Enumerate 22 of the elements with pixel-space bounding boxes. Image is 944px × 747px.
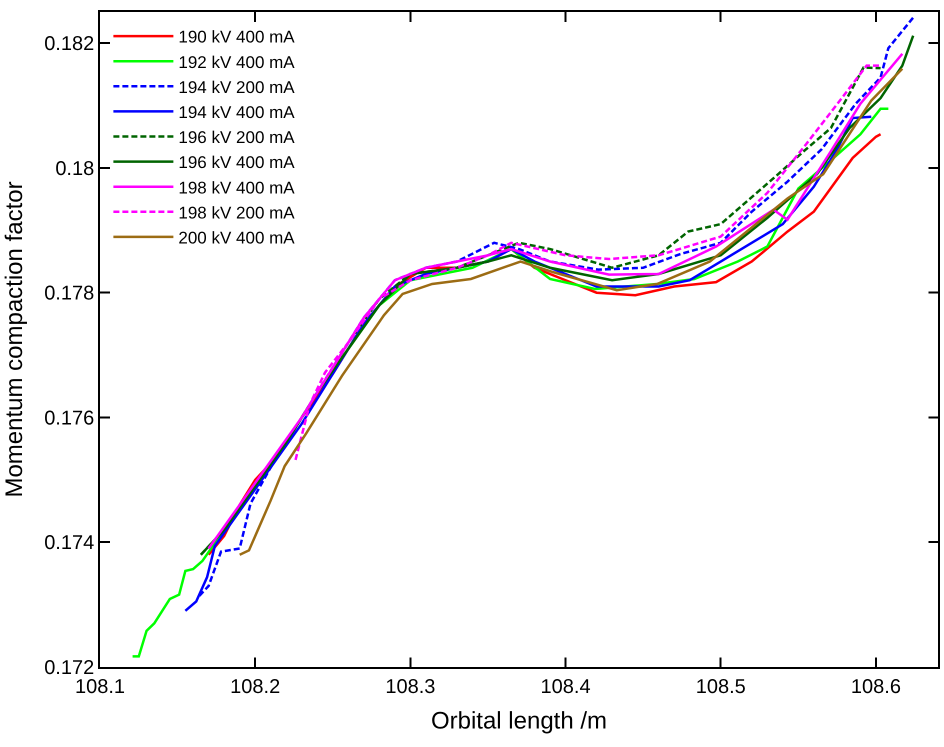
legend-label: 200 kV 400 mA: [178, 228, 296, 248]
y-axis-title: Momentum compaction factor: [0, 181, 28, 498]
legend-label: 190 kV 400 mA: [178, 28, 296, 47]
legend-label: 194 kV 200 mA: [178, 78, 296, 97]
y-tick-label: 0.176: [44, 407, 94, 430]
legend-label: 196 kV 400 mA: [178, 153, 296, 172]
y-tick-label: 0.178: [44, 282, 94, 305]
legend-label: 192 kV 400 mA: [178, 52, 296, 72]
y-tick-label: 0.174: [44, 532, 94, 554]
legend-label: 198 kV 200 mA: [178, 203, 296, 222]
legend-label: 196 kV 200 mA: [178, 128, 296, 148]
x-tick-label: 108.2: [230, 676, 280, 698]
line-series: [294, 64, 882, 462]
y-tick-label: 0.18: [55, 158, 94, 180]
x-tick-label: 108.4: [540, 676, 591, 698]
x-tick-label: 108.6: [850, 676, 901, 698]
legend-label: 198 kV 400 mA: [178, 178, 296, 198]
x-axis-title: Orbital length /m: [430, 708, 608, 735]
x-tick-label: 108.3: [385, 676, 436, 698]
x-tick-label: 108.5: [696, 676, 746, 698]
y-tick-label: 0.182: [44, 33, 94, 56]
legend-label: 194 kV 400 mA: [178, 103, 296, 122]
